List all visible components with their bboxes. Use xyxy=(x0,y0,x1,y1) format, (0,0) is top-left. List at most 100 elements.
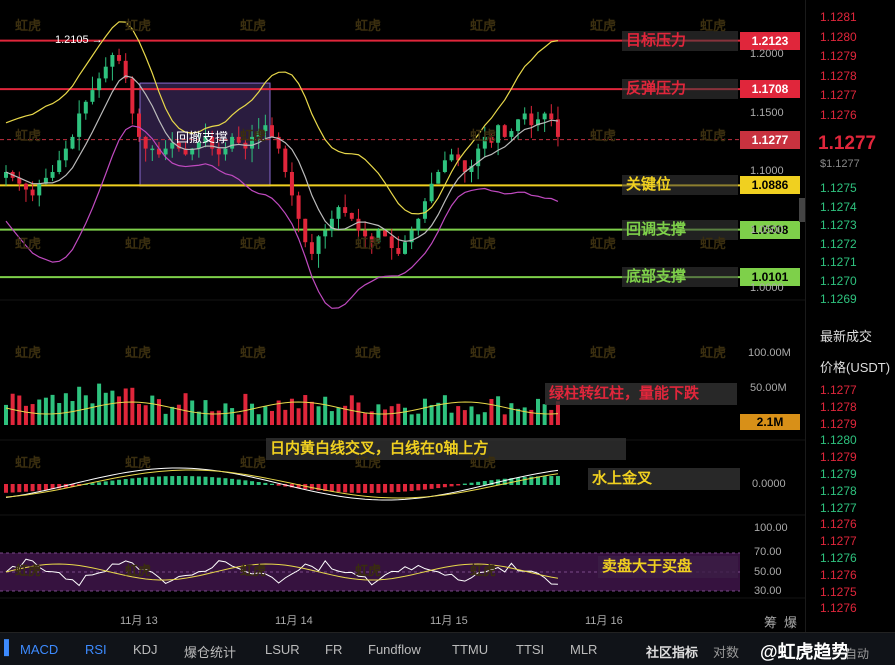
volume-bar xyxy=(316,406,321,425)
volume-bar xyxy=(183,393,188,425)
trade-price: 1.1277 xyxy=(820,534,857,549)
peak-price-label: 1.2105 → xyxy=(55,34,103,46)
x-axis-tick: 11月 14 xyxy=(275,615,313,627)
indicator-tab[interactable]: LSUR xyxy=(265,642,300,657)
macd-bar xyxy=(97,482,102,485)
macd-bar xyxy=(137,477,141,485)
macd-bar xyxy=(462,483,467,485)
indicator-tab[interactable]: TTMU xyxy=(452,642,489,657)
candle-body xyxy=(416,218,421,231)
macd-bar xyxy=(449,484,454,487)
candle-body xyxy=(536,119,540,126)
candle-body xyxy=(356,218,361,231)
macd-bar xyxy=(210,477,215,485)
candle-body xyxy=(363,230,368,237)
indicator-tab[interactable]: Fundflow xyxy=(368,642,421,657)
candle-body xyxy=(230,136,235,149)
candle-body xyxy=(90,90,95,102)
y-axis-tick: 1.0500 xyxy=(750,223,784,236)
upper-band xyxy=(5,21,559,215)
candle-body xyxy=(555,119,560,137)
macd-bar xyxy=(422,484,427,490)
volume-bar xyxy=(223,403,228,425)
volume-tick: 100.00M xyxy=(748,347,791,359)
candle-body xyxy=(276,136,281,149)
macd-bar xyxy=(196,476,201,485)
candle-body xyxy=(183,148,188,155)
indicator-tab[interactable]: FR xyxy=(325,642,343,657)
rsi-tick: 30.00 xyxy=(754,585,782,597)
candle-body xyxy=(83,101,88,114)
candle-body xyxy=(137,113,141,137)
candle-body xyxy=(30,189,35,196)
indicator-tab[interactable]: KDJ xyxy=(133,642,158,657)
indicator-tab[interactable]: MLR xyxy=(570,642,598,657)
volume-bar xyxy=(17,395,22,425)
trade-price: 1.1280 xyxy=(820,433,857,448)
trades-title: 最新成交 xyxy=(820,329,873,344)
macd-bar xyxy=(296,484,301,489)
last-price: 1.1277 xyxy=(818,133,877,154)
watermark: 虹虎 xyxy=(470,455,497,470)
watermark: 虹虎 xyxy=(15,345,42,360)
volume-bar xyxy=(536,398,540,425)
candle-body xyxy=(316,236,321,254)
volume-bar xyxy=(103,392,108,425)
volume-bar xyxy=(50,394,55,425)
watermark: 虹虎 xyxy=(590,345,617,360)
watermark: 虹虎 xyxy=(470,18,497,33)
key-line-label: 底部支撑 xyxy=(622,267,738,288)
indicator-tab[interactable]: 爆仓统计 xyxy=(184,645,237,660)
y-axis-tick: 1.1500 xyxy=(750,106,784,119)
candle-body xyxy=(176,142,181,149)
auto-toggle[interactable]: 自动 xyxy=(845,647,870,661)
volume-bar xyxy=(549,409,554,425)
watermark: 虹虎 xyxy=(240,455,267,470)
tab-menu-icon[interactable]: ▌ xyxy=(4,639,14,655)
log-toggle[interactable]: 对数 xyxy=(713,645,740,660)
lower-band xyxy=(5,125,559,309)
macd-bar xyxy=(37,484,42,491)
candle-body xyxy=(50,172,55,178)
volume-bar xyxy=(403,407,407,425)
trade-price: 1.1276 xyxy=(820,551,857,565)
chart-area[interactable]: 目标压力 1.2123 反弹压力 1.1708 关键位 1.0886 回调支撑 1.0508 底… xyxy=(0,0,806,632)
ask-price: 1.1277 xyxy=(820,88,857,102)
macd-bar xyxy=(349,484,354,493)
indicator-tab[interactable]: RSI xyxy=(85,642,107,657)
indicator-tab[interactable]: MACD xyxy=(20,642,59,657)
macd-bar xyxy=(176,476,181,485)
macd-bar xyxy=(343,484,348,493)
key-line-price-tag: 1.0508 xyxy=(740,220,800,239)
candle-body xyxy=(190,148,195,155)
candle-body xyxy=(150,148,155,151)
watermark: 虹虎 xyxy=(125,18,152,33)
macd-bar xyxy=(103,481,108,485)
trade-price: 1.1279 xyxy=(820,467,857,481)
volume-bar xyxy=(555,401,560,425)
volume-bar xyxy=(130,387,135,425)
volume-bar xyxy=(469,406,474,425)
volume-bar xyxy=(137,403,141,425)
volume-bar xyxy=(343,405,348,425)
candle-body xyxy=(496,125,501,143)
watermark: 虹虎 xyxy=(470,563,497,578)
candle-body xyxy=(323,230,328,237)
indicator-tab[interactable]: TTSI xyxy=(516,642,545,657)
candle-body xyxy=(329,218,334,231)
watermark: 虹虎 xyxy=(355,345,382,360)
candle-body xyxy=(110,55,115,67)
x-axis-tick: 11月 15 xyxy=(430,615,468,627)
community-indicators-tab[interactable]: 社区指标 xyxy=(646,645,699,660)
candle-body xyxy=(63,148,68,161)
trade-price: 1.1277 xyxy=(820,500,857,515)
volume-bar xyxy=(203,400,208,425)
y-axis-tick: 1.0000 xyxy=(750,282,784,294)
y-axis-tick: 1.2000 xyxy=(750,48,784,60)
volume-bar xyxy=(416,413,421,425)
watermark: 虹虎 xyxy=(355,563,382,578)
candle-body xyxy=(123,60,128,79)
macd-bar xyxy=(536,476,540,485)
watermark: 虹虎 xyxy=(700,128,727,143)
rsi-tick: 70.00 xyxy=(754,546,782,558)
